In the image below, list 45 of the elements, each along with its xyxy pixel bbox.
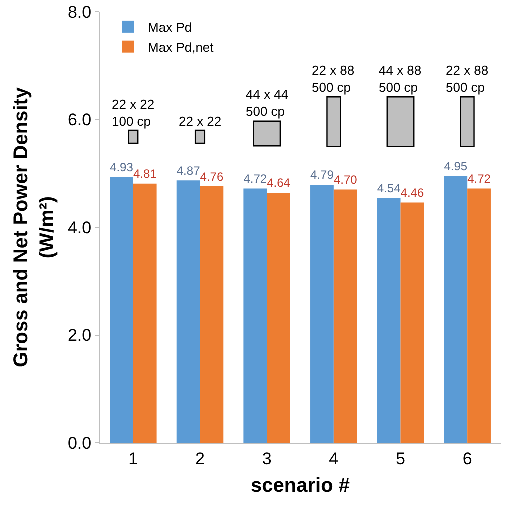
bar (244, 188, 268, 443)
bar (133, 184, 157, 443)
annotation: 22 x 22 (179, 114, 222, 129)
data-label: 4.87 (176, 164, 201, 178)
y-tick-label: 2.0 (68, 326, 92, 346)
annotation: 22 x 88 500 cp (446, 63, 489, 95)
data-label: 4.72 (244, 172, 268, 186)
data-label: 4.76 (200, 170, 224, 184)
bar (468, 188, 491, 443)
bar (310, 184, 334, 443)
data-label: 4.79 (310, 168, 334, 182)
x-tick-label: 5 (396, 449, 406, 468)
bar (176, 180, 200, 443)
bar (444, 176, 468, 443)
bar (400, 202, 424, 443)
x-axis-title: scenario # (251, 474, 350, 497)
data-label: 4.64 (267, 176, 291, 190)
annotation: 44 x 44 500 cp (246, 87, 289, 119)
bar (267, 193, 290, 443)
data-label: 4.54 (377, 182, 402, 196)
data-label: 4.95 (444, 160, 468, 174)
data-label: 4.46 (400, 186, 424, 200)
data-label: 4.81 (133, 167, 158, 182)
bar (110, 177, 134, 443)
legend-label: Max Pd (148, 20, 192, 36)
data-label: 4.93 (110, 160, 134, 175)
x-tick-label: 3 (262, 449, 272, 468)
bar (334, 190, 358, 443)
y-tick-label: 0.0 (68, 434, 92, 453)
x-tick-label: 2 (196, 449, 205, 468)
x-tick-label: 1 (128, 449, 138, 468)
annotation: 22 x 88 500 cp (312, 63, 355, 95)
y-tick-label: 6.0 (68, 110, 92, 130)
annotation: 44 x 88 500 cp (379, 63, 422, 95)
y-axis-title: Gross and Net Power Density (W/m²) (10, 86, 58, 368)
y-tick-label: 8.0 (68, 2, 92, 22)
x-tick-label: 4 (329, 449, 339, 468)
bar (200, 186, 224, 443)
annotation: 22 x 22 100 cp (112, 97, 155, 129)
legend-label: Max Pd,net (148, 40, 214, 55)
data-label: 4.72 (468, 172, 492, 186)
bar (377, 198, 401, 443)
data-label: 4.70 (334, 173, 358, 188)
y-tick-label: 4.0 (68, 218, 92, 238)
x-tick-label: 6 (462, 449, 472, 468)
